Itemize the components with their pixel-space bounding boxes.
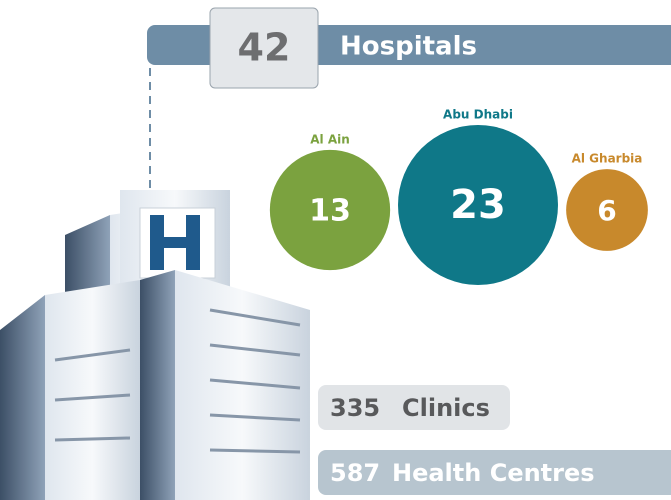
region-name: Al Gharbia (572, 152, 643, 166)
region-name: Abu Dhabi (443, 108, 513, 122)
clinics-count: 335 (330, 394, 380, 422)
hospitals-count: 42 (238, 26, 291, 70)
infographic: 42 Hospitals 335 Clinics 587 Health Cent… (0, 0, 671, 500)
region-count: 23 (450, 182, 506, 228)
hospitals-label: Hospitals (340, 32, 477, 62)
health-centres-count: 587 (330, 459, 380, 487)
region-name: Al Ain (310, 132, 350, 146)
region-count: 13 (309, 194, 351, 229)
region-count: 6 (597, 194, 616, 227)
hospital-building (0, 190, 310, 500)
health-centres-label: Health Centres (392, 459, 595, 487)
clinics-label: Clinics (402, 394, 490, 422)
